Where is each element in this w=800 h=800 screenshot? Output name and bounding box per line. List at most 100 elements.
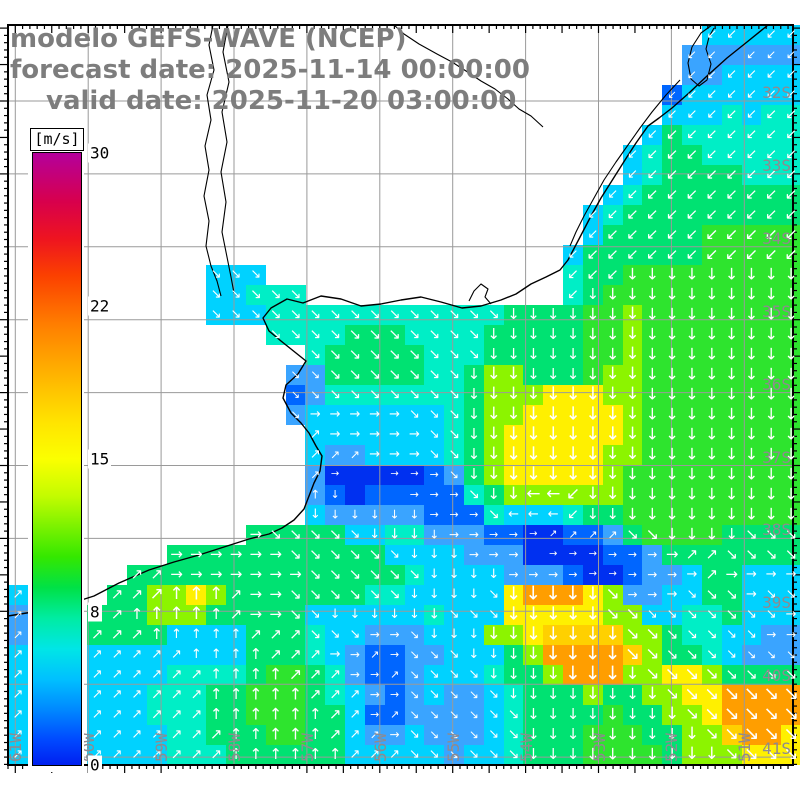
wind-direction-arrow: ↑	[150, 624, 163, 643]
wind-direction-arrow: ↑	[288, 704, 303, 724]
wind-speed-cell	[741, 505, 762, 526]
wind-direction-arrow: →	[627, 568, 638, 582]
wind-direction-arrow: →	[170, 544, 183, 563]
wind-speed-cell	[761, 405, 782, 426]
wind-direction-arrow: ↓	[625, 323, 640, 344]
wind-direction-arrow: ↘	[368, 306, 381, 323]
wind-direction-arrow: ↘	[684, 703, 700, 724]
wind-speed-cell	[325, 605, 346, 626]
wind-speed-cell	[682, 205, 703, 226]
wind-direction-arrow: ↘	[289, 544, 302, 563]
wind-speed-cell	[483, 405, 505, 426]
wind-speed-cell	[305, 305, 326, 326]
wind-direction-arrow: →	[588, 568, 598, 580]
wind-direction-arrow: ↓	[408, 526, 421, 543]
wind-direction-arrow: ↓	[784, 324, 798, 344]
wind-speed-cell	[622, 325, 643, 346]
wind-speed-cell	[384, 385, 405, 406]
wind-speed-cell	[642, 545, 663, 566]
wind-speed-cell	[543, 305, 564, 326]
wind-direction-arrow: →	[309, 406, 321, 422]
wind-speed-cell	[741, 265, 762, 286]
wind-direction-arrow: ↘	[408, 344, 421, 363]
wind-direction-arrow: ↓	[724, 424, 739, 444]
wind-speed-cell	[602, 425, 623, 446]
wind-direction-arrow: ↘	[348, 344, 362, 363]
wind-speed-cell	[642, 405, 663, 426]
wind-speed-cell	[602, 545, 623, 566]
wind-speed-cell	[563, 305, 584, 326]
wind-speed-cell	[404, 305, 425, 326]
wind-direction-arrow: ↙	[626, 244, 639, 263]
wind-speed-cell	[463, 545, 485, 566]
wind-speed-cell	[662, 445, 683, 466]
wind-direction-arrow: ↓	[705, 304, 719, 324]
wind-direction-arrow: ↘	[428, 386, 441, 403]
wind-direction-arrow: ↗	[328, 724, 342, 743]
wind-direction-arrow: ↗	[370, 648, 380, 662]
wind-direction-arrow: ↗	[548, 528, 558, 540]
wind-speed-cell	[662, 525, 683, 546]
wind-direction-arrow: ↗	[111, 706, 123, 722]
wind-speed-cell	[701, 365, 723, 386]
wind-speed-cell	[305, 485, 326, 506]
wind-speed-cell	[602, 385, 623, 406]
wind-direction-arrow: ↓	[784, 264, 798, 284]
wind-speed-cell	[682, 425, 703, 446]
wind-speed-cell	[325, 625, 346, 646]
wind-direction-arrow: ↓	[566, 744, 580, 763]
wind-direction-arrow: ↓	[546, 364, 560, 383]
wind-direction-arrow: ↘	[210, 306, 222, 322]
wind-speed-cell	[563, 425, 584, 446]
wind-direction-arrow: ↙	[726, 86, 738, 102]
colorbar-tick-label: 0	[88, 755, 102, 775]
wind-speed-cell	[424, 345, 445, 366]
wind-speed-cell	[721, 405, 742, 426]
wind-direction-arrow: ↙	[606, 244, 619, 263]
wind-speed-cell	[503, 525, 524, 546]
wind-speed-cell	[345, 325, 366, 346]
wind-direction-arrow: ↙	[706, 86, 718, 102]
wind-speed-cell	[543, 485, 564, 506]
wind-direction-arrow: →	[249, 604, 263, 623]
wind-direction-arrow: ↙	[765, 26, 777, 42]
wind-speed-cell	[761, 465, 782, 486]
wind-speed-cell	[424, 545, 445, 566]
wind-direction-arrow: ↑	[209, 684, 223, 703]
wind-direction-arrow: ↘	[664, 663, 680, 685]
wind-speed-cell	[682, 605, 703, 626]
wind-speed-cell	[622, 445, 643, 466]
wind-speed-cell	[345, 425, 366, 446]
wind-direction-arrow: ↓	[526, 643, 541, 664]
wind-speed-cell	[463, 485, 485, 506]
wind-direction-arrow: ↘	[368, 324, 382, 343]
wind-speed-cell	[563, 625, 584, 646]
wind-speed-cell	[543, 525, 564, 546]
wind-speed-cell	[721, 325, 742, 346]
wind-speed-cell	[404, 545, 425, 566]
wind-speed-cell	[463, 585, 485, 606]
wind-direction-arrow: ↗	[131, 666, 143, 682]
wind-speed-cell	[602, 345, 623, 366]
wind-direction-arrow: ↓	[525, 403, 541, 425]
wind-direction-arrow: ←	[547, 506, 559, 522]
wind-direction-arrow: ↙	[665, 164, 679, 183]
wind-direction-arrow: ↑	[249, 744, 263, 763]
wind-direction-arrow: ↘	[308, 564, 322, 583]
wind-speed-cell	[404, 385, 425, 406]
wind-speed-cell	[642, 425, 663, 446]
wind-direction-arrow: →	[608, 568, 617, 580]
wind-speed-cell	[761, 245, 782, 266]
wind-speed-cell	[622, 305, 643, 326]
wind-speed-cell	[483, 345, 505, 366]
wind-speed-cell	[563, 385, 584, 406]
wind-speed-cell	[761, 585, 782, 606]
wind-speed-cell	[424, 505, 445, 526]
wind-speed-cell	[523, 585, 544, 606]
wind-direction-arrow: ↙	[746, 47, 757, 62]
wind-speed-cell	[424, 465, 445, 486]
wind-speed-cell	[563, 345, 584, 366]
wind-direction-arrow: ↓	[784, 284, 798, 304]
wind-speed-cell	[741, 145, 762, 166]
wind-direction-arrow: ↘	[645, 643, 660, 664]
